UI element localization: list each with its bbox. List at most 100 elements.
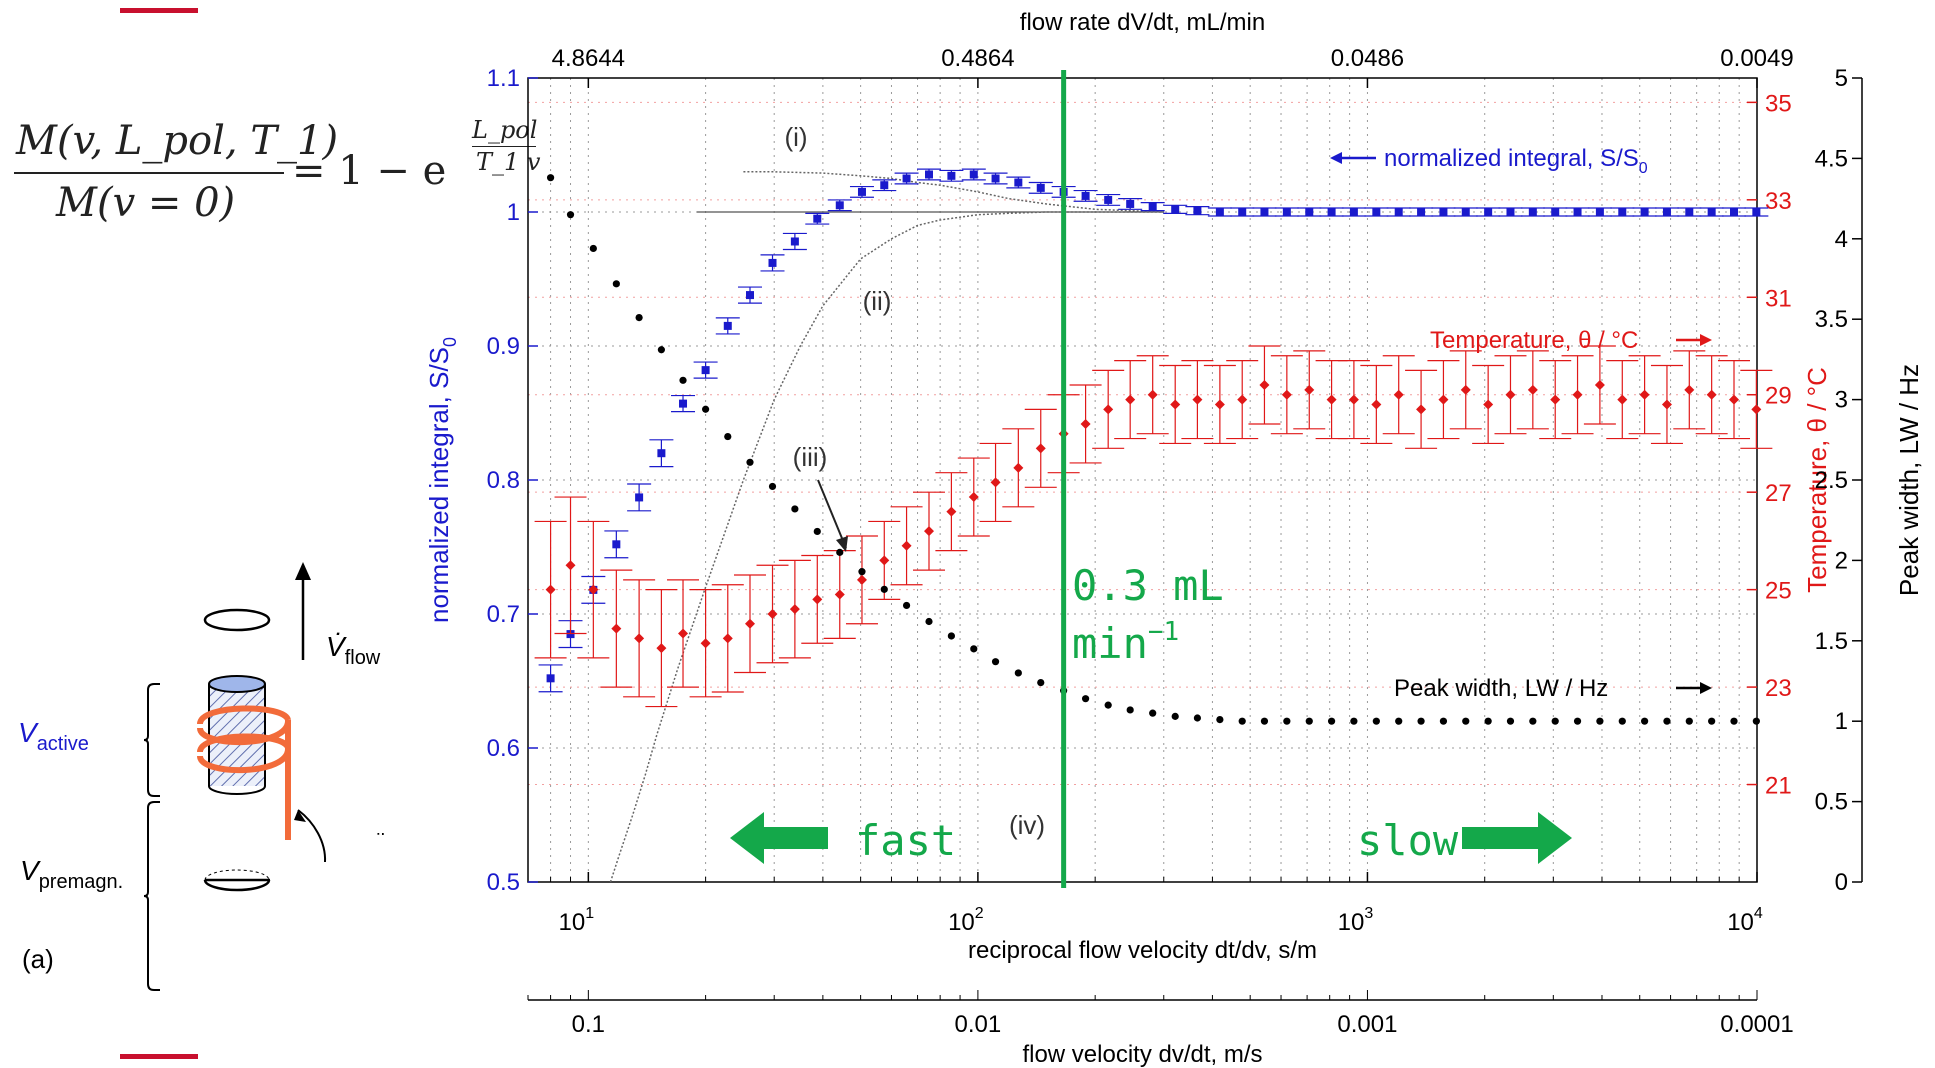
series-far_right xyxy=(546,174,1760,725)
peak-width-point xyxy=(1081,695,1090,703)
peak-width-point xyxy=(746,458,754,466)
integral-point xyxy=(1417,208,1426,216)
temperature-point xyxy=(789,604,800,615)
right-tick-label: 31 xyxy=(1765,285,1792,312)
far-right-axis-label: Peak width, LW / Hz xyxy=(1894,364,1924,596)
temperature-point xyxy=(678,628,689,639)
temperature-point xyxy=(1304,384,1315,395)
integral-point xyxy=(635,493,644,502)
peak-width-point xyxy=(1641,717,1649,725)
peak-width-point xyxy=(1126,706,1134,714)
slow-label: slow xyxy=(1357,816,1459,865)
left-tick-label: 0.6 xyxy=(487,735,520,762)
peak-width-point xyxy=(1193,714,1202,722)
integral-point xyxy=(969,170,978,179)
integral-point xyxy=(1528,208,1537,216)
flow-cell-schematic: coil V̇flow Vactive Vpremagn. (a) xyxy=(18,562,420,991)
temperature-point xyxy=(1013,462,1024,473)
peak-width-point xyxy=(589,244,597,253)
right-axis-label: Temperature, θ / °C xyxy=(1802,367,1832,593)
peak-width-point xyxy=(836,548,844,556)
integral-point xyxy=(1618,208,1627,216)
integral-point xyxy=(1595,208,1604,216)
peak-width-point xyxy=(657,346,665,354)
peak-width-point xyxy=(1417,717,1425,725)
integral-point xyxy=(1551,208,1560,216)
peak-width-point xyxy=(1596,717,1604,725)
far-right-tick-label: 1 xyxy=(1835,708,1848,735)
right-tick-label: 23 xyxy=(1765,675,1792,702)
peak-width-point xyxy=(880,585,888,593)
temperature-point xyxy=(1371,399,1382,410)
annotation-ii: (ii) xyxy=(863,286,892,316)
velocity-axis-label: flow velocity dv/dt, m/s xyxy=(1022,1041,1262,1068)
right-tick-label: 25 xyxy=(1765,578,1792,605)
far-right-tick-label: 2 xyxy=(1835,547,1848,574)
formula-fraction-bar xyxy=(14,172,284,174)
temperature-point xyxy=(1460,384,1471,395)
left-tick-label: 0.5 xyxy=(487,869,520,896)
integral-point xyxy=(947,171,956,180)
left-tick-label: 0.9 xyxy=(487,333,520,360)
x-tick-label: 104 xyxy=(1727,905,1763,936)
peak-width-point xyxy=(791,505,799,513)
peak-width-point xyxy=(1014,669,1022,677)
peak-width-point xyxy=(991,658,1000,666)
temperature-point xyxy=(1080,418,1091,429)
peak-width-point xyxy=(1260,717,1269,725)
fast-arrow xyxy=(730,812,828,864)
integral-point xyxy=(1081,191,1090,200)
legend-peak-arrowhead xyxy=(1700,682,1712,694)
temperature-point xyxy=(1393,389,1404,400)
integral-point xyxy=(1171,205,1180,214)
velocity-tick-label: 0.001 xyxy=(1337,1011,1397,1038)
temperature-point xyxy=(1483,399,1494,410)
peak-width-point xyxy=(768,482,777,491)
model-curve-ii xyxy=(609,211,1164,883)
temperature-point xyxy=(1572,389,1583,400)
temperature-point xyxy=(1706,389,1717,400)
integral-point xyxy=(1215,208,1224,216)
temperature-point xyxy=(968,492,979,503)
model-curve-i xyxy=(743,171,1164,213)
peak-width-point xyxy=(1372,717,1380,725)
velocity-tick-label: 0.1 xyxy=(572,1011,605,1038)
integral-point xyxy=(1484,208,1493,216)
left-tick-label: 1.1 xyxy=(487,65,520,92)
integral-point xyxy=(1685,208,1694,216)
integral-point xyxy=(657,449,666,458)
temperature-point xyxy=(656,643,667,654)
temperature-point xyxy=(1438,394,1449,405)
peak-width-point xyxy=(1618,717,1626,725)
temperature-point xyxy=(1751,404,1762,415)
peak-width-point xyxy=(1327,717,1336,725)
temperature-point xyxy=(1147,389,1158,400)
annotation-iii-arrow xyxy=(817,479,847,549)
integral-point xyxy=(1752,208,1761,216)
integral-point xyxy=(857,187,866,196)
integral-point xyxy=(1126,199,1135,208)
peak-width-point xyxy=(1238,717,1246,725)
series-left xyxy=(538,168,1769,693)
peak-width-point xyxy=(1529,717,1537,725)
temperature-point xyxy=(901,540,912,551)
peak-width-point xyxy=(1551,717,1559,725)
x-axis-label: reciprocal flow velocity dt/dv, s/m xyxy=(968,937,1317,964)
integral-point xyxy=(1327,208,1336,216)
integral-point xyxy=(991,174,1000,183)
formula-rhs: = 1 − e xyxy=(292,148,447,194)
peak-width-point xyxy=(702,405,710,413)
temperature-point xyxy=(990,477,1001,488)
temperature-point xyxy=(1259,379,1270,390)
peak-width-point xyxy=(1506,717,1515,725)
integral-point xyxy=(1104,195,1113,204)
right-tick-label: 27 xyxy=(1765,480,1792,507)
temperature-point xyxy=(1348,394,1359,405)
peak-width-point xyxy=(1350,717,1358,725)
temperature-point xyxy=(1527,384,1538,395)
temperature-point xyxy=(1103,404,1114,415)
tube-top xyxy=(203,608,271,632)
temperature-point xyxy=(700,638,711,649)
temperature-point xyxy=(1684,384,1695,395)
